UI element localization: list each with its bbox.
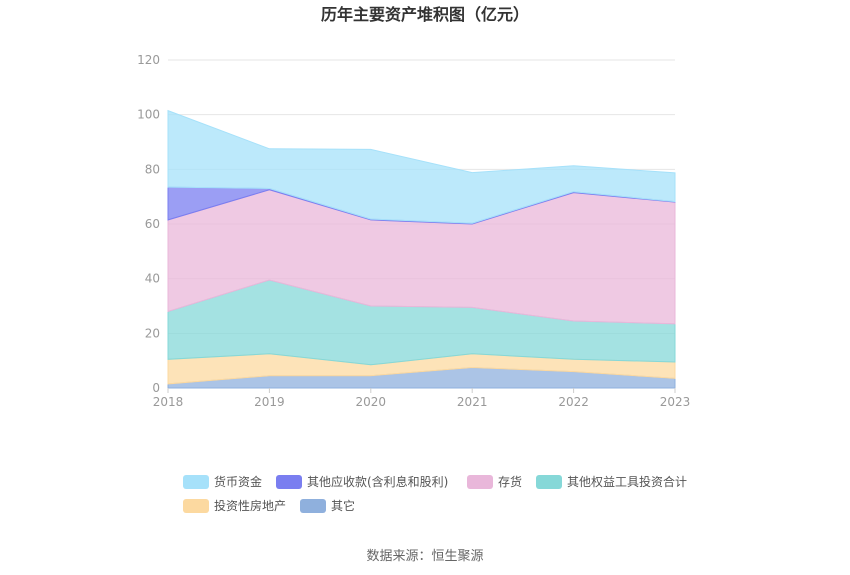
legend-item[interactable]: 存货: [467, 474, 522, 489]
chart-title: 历年主要资产堆积图（亿元）: [321, 5, 529, 24]
area-货币资金[interactable]: [167, 109, 676, 224]
legend-label: 投资性房地产: [214, 498, 286, 513]
legend-swatch: [276, 475, 302, 489]
legend-label: 货币资金: [214, 474, 262, 489]
y-tick-label: 120: [137, 53, 160, 67]
legend-swatch: [183, 499, 209, 513]
y-tick-label: 0: [152, 381, 160, 395]
legend-item[interactable]: 其他权益工具投资合计: [536, 474, 687, 489]
legend-label: 存货: [498, 474, 522, 489]
legend-label: 其他应收款(含利息和股利): [307, 474, 448, 489]
x-tick-label: 2019: [254, 395, 285, 409]
legend-swatch: [183, 475, 209, 489]
legend-swatch: [536, 475, 562, 489]
legend-swatch: [467, 475, 493, 489]
y-tick-label: 60: [145, 217, 160, 231]
legend-item[interactable]: 货币资金: [183, 474, 262, 489]
legend-item[interactable]: 投资性房地产: [183, 498, 286, 513]
legend-swatch: [300, 499, 326, 513]
legend-label: 其他权益工具投资合计: [567, 474, 687, 489]
legend-item[interactable]: 其它: [300, 498, 355, 513]
y-axis: 0 20 40 60 80 100 120: [137, 53, 160, 395]
legend-item[interactable]: 其他应收款(含利息和股利): [276, 474, 448, 489]
x-tick-label: 2020: [356, 395, 387, 409]
data-source-note: 数据来源：恒生聚源: [366, 549, 483, 564]
x-tick-label: 2022: [558, 395, 589, 409]
x-tick-label: 2021: [457, 395, 488, 409]
y-tick-label: 20: [145, 326, 160, 340]
x-tick-label: 2018: [153, 395, 184, 409]
area-series-group: [167, 109, 676, 389]
x-axis: 2018 2019 2020 2021 2022 2023: [153, 388, 691, 409]
y-tick-label: 100: [137, 108, 160, 122]
legend-label: 其它: [331, 498, 355, 513]
x-tick-label: 2023: [660, 395, 691, 409]
y-tick-label: 40: [145, 272, 160, 286]
y-tick-label: 80: [145, 162, 160, 176]
